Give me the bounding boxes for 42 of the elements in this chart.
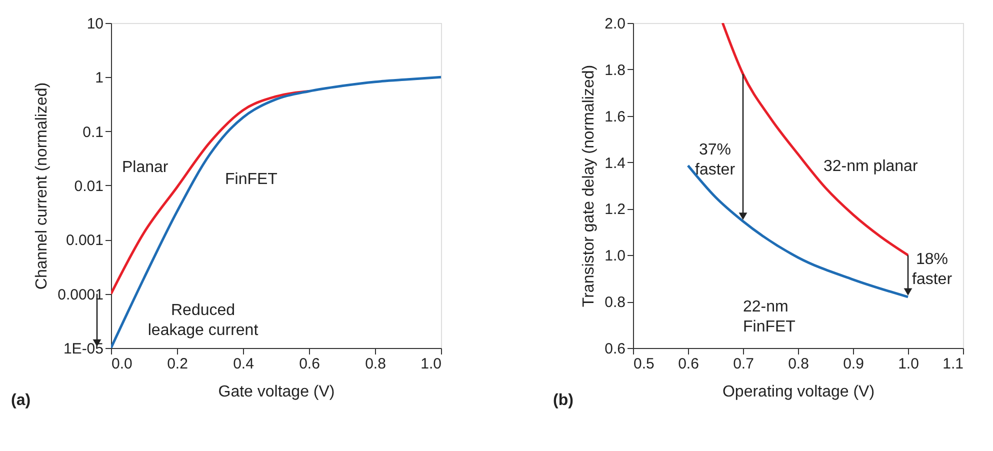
y-tick-label: 2.0 [604, 16, 626, 32]
y-tick-label: 1.6 [604, 108, 626, 126]
x-tick-label: 0.2 [167, 356, 188, 372]
y-tick-label: 1.2 [604, 201, 626, 218]
y-axis-title: Transistor gate delay (normalized) [580, 64, 598, 308]
x-axis-title: Operating voltage (V) [722, 384, 875, 400]
x-tick-label: 0.8 [788, 356, 809, 372]
x-tick-label: 0.8 [365, 356, 386, 372]
y-tick-label: 1.8 [604, 62, 626, 79]
x-tick-label: 0.5 [634, 356, 654, 372]
y-tick-label: 1E-05 [63, 340, 104, 358]
x-tick-label: 0.7 [733, 356, 754, 372]
line-series [111, 90, 310, 296]
text: (a) [11, 392, 31, 409]
series-label: FinFET [225, 171, 278, 188]
y-axis-title: Channel current (normalized) [34, 82, 51, 290]
annotation: 37% faster [694, 141, 736, 178]
y-tick-label: 0.0001 [58, 286, 104, 304]
y-tick-label: 10 [86, 16, 104, 32]
y-tick-label: 0.01 [74, 178, 104, 195]
y-tick-label: 0.1 [82, 124, 104, 141]
x-tick-label: 0.6 [678, 356, 699, 372]
x-tick-label: 0.0 [112, 356, 132, 372]
y-tick-label: 1.0 [604, 248, 626, 265]
text: 22-nm FinFET [743, 298, 796, 336]
x-tick-label: 0.6 [299, 356, 320, 372]
series-label: Planar [122, 159, 169, 176]
x-tick-label: 1.0 [898, 356, 919, 372]
series-label: 32-nm planar [824, 158, 918, 175]
annotation: 18% faster [912, 250, 953, 288]
y-tick-label: 0.6 [604, 340, 626, 358]
y-tick-label: 0.8 [604, 294, 626, 312]
x-tick-label: 1.0 [420, 356, 442, 372]
x-tick-label: 0.4 [233, 356, 254, 372]
x-tick-label: 0.9 [843, 356, 864, 372]
y-tick-label: 0.001 [66, 232, 104, 250]
text: (b) [553, 392, 574, 409]
x-tick-label: 1.1 [942, 356, 964, 372]
y-tick-label: 1.4 [604, 154, 626, 172]
annotation: Reduced leakage current [148, 302, 259, 339]
x-axis-title: Gate voltage (V) [218, 384, 335, 400]
y-tick-label: 1 [95, 70, 104, 87]
